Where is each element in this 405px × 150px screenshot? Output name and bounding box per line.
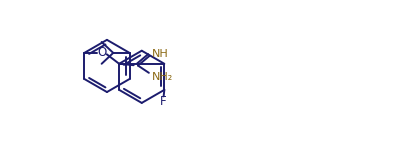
- Text: F: F: [159, 95, 166, 108]
- Text: NH: NH: [151, 49, 168, 59]
- Text: NH₂: NH₂: [151, 72, 173, 82]
- Text: O: O: [97, 46, 106, 59]
